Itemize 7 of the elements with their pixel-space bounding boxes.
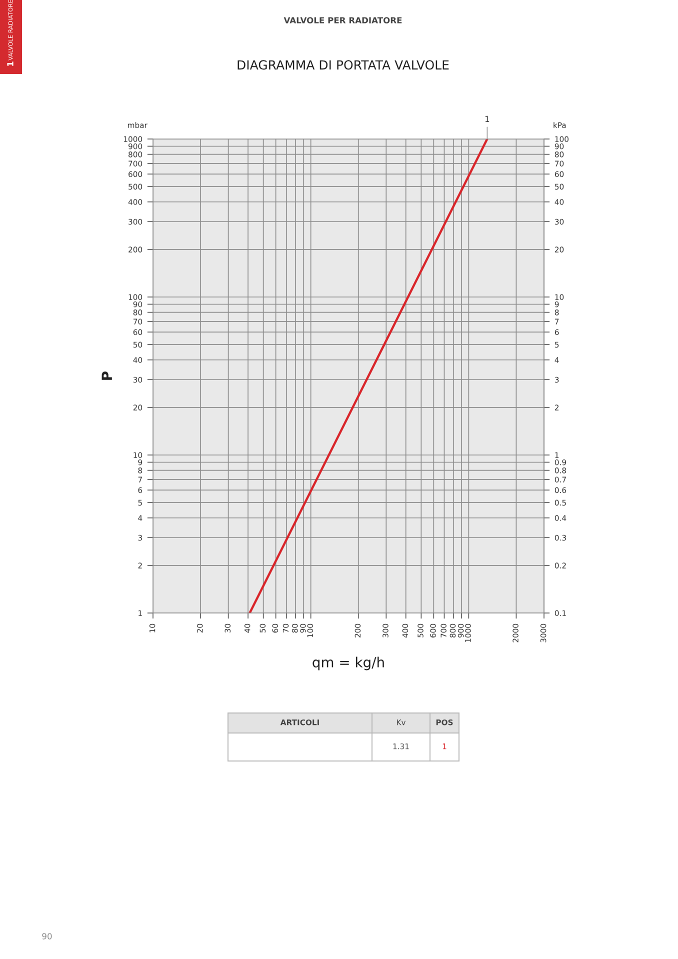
x-axis-title: qm = kg/h: [312, 656, 384, 670]
y-axis-title: P: [102, 371, 112, 380]
chart-title: DIAGRAMMA DI PORTATA VALVOLE: [238, 60, 449, 70]
text: 1: [485, 116, 490, 122]
text: 1: [7, 62, 14, 66]
text: 90: [42, 933, 52, 940]
chart-subtitle: VALVOLE PER RADIATORE: [284, 17, 402, 24]
